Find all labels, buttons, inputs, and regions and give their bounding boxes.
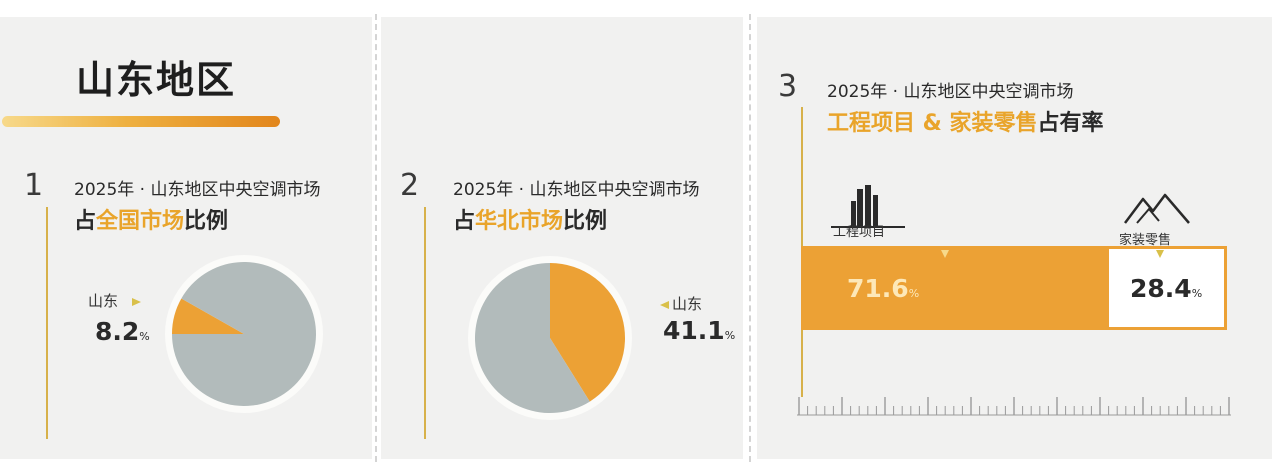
region-title-underline bbox=[2, 116, 280, 127]
panel-number: 2 bbox=[400, 168, 420, 203]
panel-divider bbox=[749, 14, 751, 462]
panel-headline: 占华北市场比例 bbox=[453, 203, 607, 235]
headline-prefix: 占 bbox=[74, 209, 97, 234]
channel-share-panel: 3 2025年 · 山东地区中央空调市场 工程项目 & 家装零售占有率 工程项目… bbox=[757, 17, 1272, 459]
pie-slice-other bbox=[475, 263, 590, 413]
pie-data-label: 41.1% bbox=[663, 316, 736, 345]
buildings-icon bbox=[831, 185, 905, 228]
headline-suffix: 占有率 bbox=[1037, 111, 1104, 136]
headline-suffix: 比例 bbox=[184, 209, 229, 234]
bar-data-label: 71.6% bbox=[847, 274, 920, 303]
panel-vertical-rule bbox=[46, 207, 48, 439]
panel-vertical-rule bbox=[424, 207, 426, 439]
panel-subtitle: 2025年 · 山东地区中央空调市场 bbox=[74, 180, 321, 200]
bar-data-label: 28.4% bbox=[1130, 274, 1203, 303]
stacked-bar: 71.6% 28.4% bbox=[801, 246, 1227, 336]
pie-slice-name: 山东 bbox=[88, 292, 119, 310]
national-share-pie bbox=[165, 255, 323, 413]
pointer-arrow-icon bbox=[1156, 250, 1164, 258]
headline-highlight: 全国市场 bbox=[96, 209, 185, 234]
pointer-arrow-icon bbox=[660, 301, 669, 309]
pie-slice-name: 山东 bbox=[672, 295, 703, 313]
bar-category-label: 家装零售 bbox=[1119, 233, 1172, 248]
bar-category-label: 工程项目 bbox=[833, 225, 886, 240]
headline-prefix: 占 bbox=[453, 209, 476, 234]
pie-data-label: 8.2% bbox=[95, 317, 150, 346]
headline-highlight: 华北市场 bbox=[475, 209, 564, 234]
panel-headline: 占全国市场比例 bbox=[74, 203, 228, 235]
ruler-scale bbox=[797, 397, 1231, 416]
bar-segment-retail bbox=[1106, 246, 1227, 330]
headline-highlight: 工程项目 & 家装零售 bbox=[827, 111, 1038, 136]
panel-headline: 工程项目 & 家装零售占有率 bbox=[827, 105, 1104, 137]
panel-subtitle: 2025年 · 山东地区中央空调市场 bbox=[827, 82, 1074, 102]
north-china-share-pie bbox=[468, 256, 632, 420]
panel-number: 1 bbox=[24, 168, 44, 203]
bar-segment-engineering bbox=[801, 246, 1106, 330]
pie-slice-other bbox=[172, 262, 316, 407]
panel-number: 3 bbox=[778, 69, 798, 104]
national-share-panel: 山东地区 1 2025年 · 山东地区中央空调市场 占全国市场比例 山东 8.2… bbox=[0, 17, 372, 459]
pie-slice-shandong bbox=[172, 298, 244, 334]
panel-subtitle: 2025年 · 山东地区中央空调市场 bbox=[453, 180, 700, 200]
pointer-arrow-icon bbox=[941, 250, 949, 258]
headline-suffix: 比例 bbox=[563, 209, 608, 234]
pie-slice-shandong bbox=[550, 263, 625, 402]
pointer-arrow-icon bbox=[132, 298, 141, 306]
region-title: 山东地区 bbox=[76, 58, 237, 102]
mountain-roof-icon bbox=[1124, 193, 1190, 224]
north-china-share-panel: 2 2025年 · 山东地区中央空调市场 占华北市场比例 山东 41.1% bbox=[381, 17, 743, 459]
panel-divider bbox=[375, 14, 377, 462]
